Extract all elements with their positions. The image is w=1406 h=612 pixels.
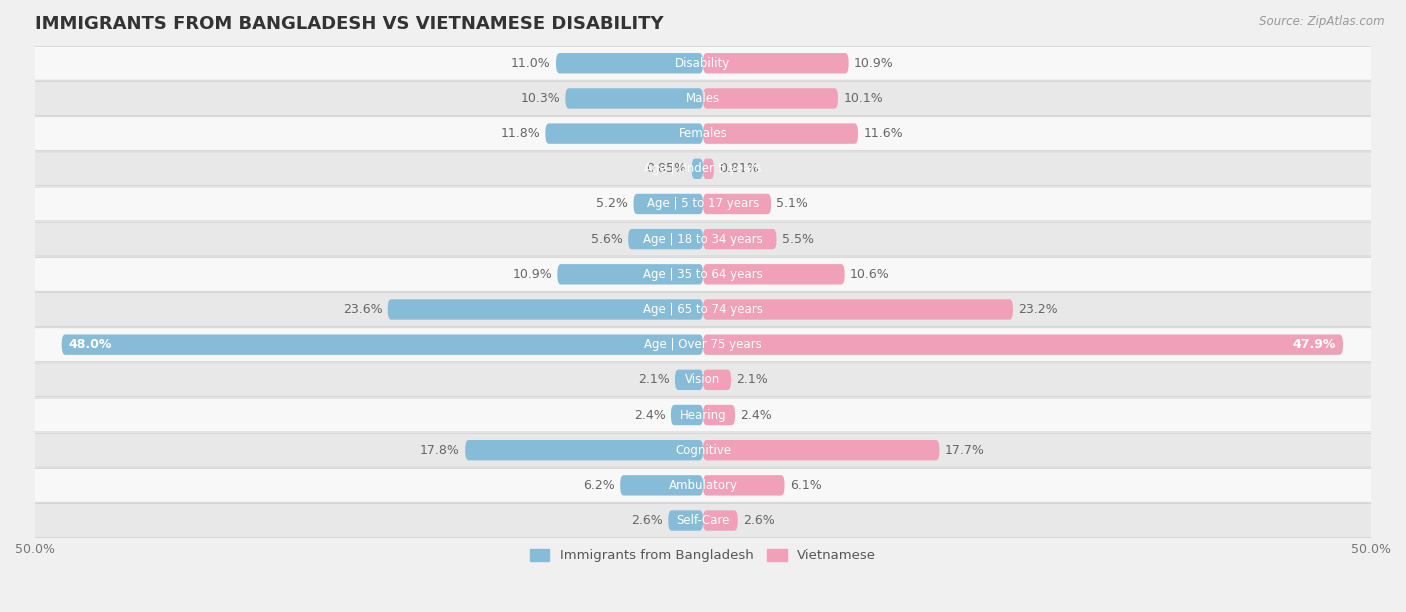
Text: 2.1%: 2.1% bbox=[737, 373, 768, 386]
Text: 2.4%: 2.4% bbox=[741, 409, 772, 422]
Text: 11.8%: 11.8% bbox=[501, 127, 540, 140]
Text: Source: ZipAtlas.com: Source: ZipAtlas.com bbox=[1260, 15, 1385, 28]
FancyBboxPatch shape bbox=[465, 440, 703, 460]
Text: 6.1%: 6.1% bbox=[790, 479, 821, 492]
FancyBboxPatch shape bbox=[557, 264, 703, 285]
FancyBboxPatch shape bbox=[703, 264, 845, 285]
Text: 6.2%: 6.2% bbox=[583, 479, 614, 492]
Text: Age | 5 to 17 years: Age | 5 to 17 years bbox=[647, 198, 759, 211]
FancyBboxPatch shape bbox=[28, 328, 1378, 362]
FancyBboxPatch shape bbox=[634, 194, 703, 214]
FancyBboxPatch shape bbox=[675, 370, 703, 390]
FancyBboxPatch shape bbox=[546, 124, 703, 144]
Text: Males: Males bbox=[686, 92, 720, 105]
FancyBboxPatch shape bbox=[62, 335, 703, 355]
FancyBboxPatch shape bbox=[703, 510, 738, 531]
Text: Age | 18 to 34 years: Age | 18 to 34 years bbox=[643, 233, 763, 245]
Text: 0.85%: 0.85% bbox=[647, 162, 686, 175]
Text: Age | 65 to 74 years: Age | 65 to 74 years bbox=[643, 303, 763, 316]
FancyBboxPatch shape bbox=[28, 293, 1378, 326]
FancyBboxPatch shape bbox=[703, 335, 1343, 355]
Text: 0.81%: 0.81% bbox=[718, 162, 759, 175]
Text: 2.4%: 2.4% bbox=[634, 409, 665, 422]
FancyBboxPatch shape bbox=[703, 475, 785, 496]
FancyBboxPatch shape bbox=[703, 229, 776, 249]
FancyBboxPatch shape bbox=[28, 187, 1378, 221]
FancyBboxPatch shape bbox=[703, 370, 731, 390]
Text: 10.3%: 10.3% bbox=[520, 92, 560, 105]
Text: Females: Females bbox=[679, 127, 727, 140]
FancyBboxPatch shape bbox=[28, 258, 1378, 291]
FancyBboxPatch shape bbox=[28, 47, 1378, 80]
Text: 47.9%: 47.9% bbox=[1294, 338, 1336, 351]
FancyBboxPatch shape bbox=[703, 53, 849, 73]
Text: IMMIGRANTS FROM BANGLADESH VS VIETNAMESE DISABILITY: IMMIGRANTS FROM BANGLADESH VS VIETNAMESE… bbox=[35, 15, 664, 33]
FancyBboxPatch shape bbox=[28, 117, 1378, 151]
FancyBboxPatch shape bbox=[388, 299, 703, 319]
Text: 5.6%: 5.6% bbox=[591, 233, 623, 245]
FancyBboxPatch shape bbox=[28, 433, 1378, 467]
Text: 5.5%: 5.5% bbox=[782, 233, 814, 245]
Text: Disability: Disability bbox=[675, 57, 731, 70]
Text: 23.6%: 23.6% bbox=[343, 303, 382, 316]
FancyBboxPatch shape bbox=[703, 405, 735, 425]
FancyBboxPatch shape bbox=[620, 475, 703, 496]
FancyBboxPatch shape bbox=[628, 229, 703, 249]
Legend: Immigrants from Bangladesh, Vietnamese: Immigrants from Bangladesh, Vietnamese bbox=[524, 543, 882, 568]
Text: 2.6%: 2.6% bbox=[744, 514, 775, 527]
Text: Vision: Vision bbox=[685, 373, 721, 386]
FancyBboxPatch shape bbox=[703, 194, 770, 214]
Text: 5.1%: 5.1% bbox=[776, 198, 808, 211]
FancyBboxPatch shape bbox=[28, 222, 1378, 256]
Text: 2.6%: 2.6% bbox=[631, 514, 662, 527]
FancyBboxPatch shape bbox=[703, 440, 939, 460]
FancyBboxPatch shape bbox=[555, 53, 703, 73]
FancyBboxPatch shape bbox=[28, 468, 1378, 502]
Text: Hearing: Hearing bbox=[679, 409, 727, 422]
Text: 48.0%: 48.0% bbox=[69, 338, 111, 351]
Text: 5.2%: 5.2% bbox=[596, 198, 628, 211]
FancyBboxPatch shape bbox=[565, 88, 703, 109]
Text: 10.9%: 10.9% bbox=[512, 268, 553, 281]
Text: 17.8%: 17.8% bbox=[420, 444, 460, 457]
FancyBboxPatch shape bbox=[28, 152, 1378, 185]
FancyBboxPatch shape bbox=[703, 299, 1012, 319]
FancyBboxPatch shape bbox=[28, 81, 1378, 115]
Text: Self-Care: Self-Care bbox=[676, 514, 730, 527]
FancyBboxPatch shape bbox=[671, 405, 703, 425]
FancyBboxPatch shape bbox=[692, 159, 703, 179]
Text: Age | 35 to 64 years: Age | 35 to 64 years bbox=[643, 268, 763, 281]
FancyBboxPatch shape bbox=[28, 398, 1378, 432]
Text: Age | Under 5 years: Age | Under 5 years bbox=[644, 162, 762, 175]
Text: 2.1%: 2.1% bbox=[638, 373, 669, 386]
Text: 23.2%: 23.2% bbox=[1018, 303, 1057, 316]
FancyBboxPatch shape bbox=[703, 159, 714, 179]
Text: 11.6%: 11.6% bbox=[863, 127, 903, 140]
FancyBboxPatch shape bbox=[28, 363, 1378, 397]
FancyBboxPatch shape bbox=[703, 124, 858, 144]
Text: Ambulatory: Ambulatory bbox=[668, 479, 738, 492]
Text: 10.1%: 10.1% bbox=[844, 92, 883, 105]
FancyBboxPatch shape bbox=[703, 88, 838, 109]
FancyBboxPatch shape bbox=[28, 504, 1378, 537]
Text: Age | Over 75 years: Age | Over 75 years bbox=[644, 338, 762, 351]
Text: 17.7%: 17.7% bbox=[945, 444, 984, 457]
FancyBboxPatch shape bbox=[668, 510, 703, 531]
Text: 10.9%: 10.9% bbox=[853, 57, 894, 70]
Text: Cognitive: Cognitive bbox=[675, 444, 731, 457]
Text: 10.6%: 10.6% bbox=[851, 268, 890, 281]
Text: 11.0%: 11.0% bbox=[510, 57, 551, 70]
